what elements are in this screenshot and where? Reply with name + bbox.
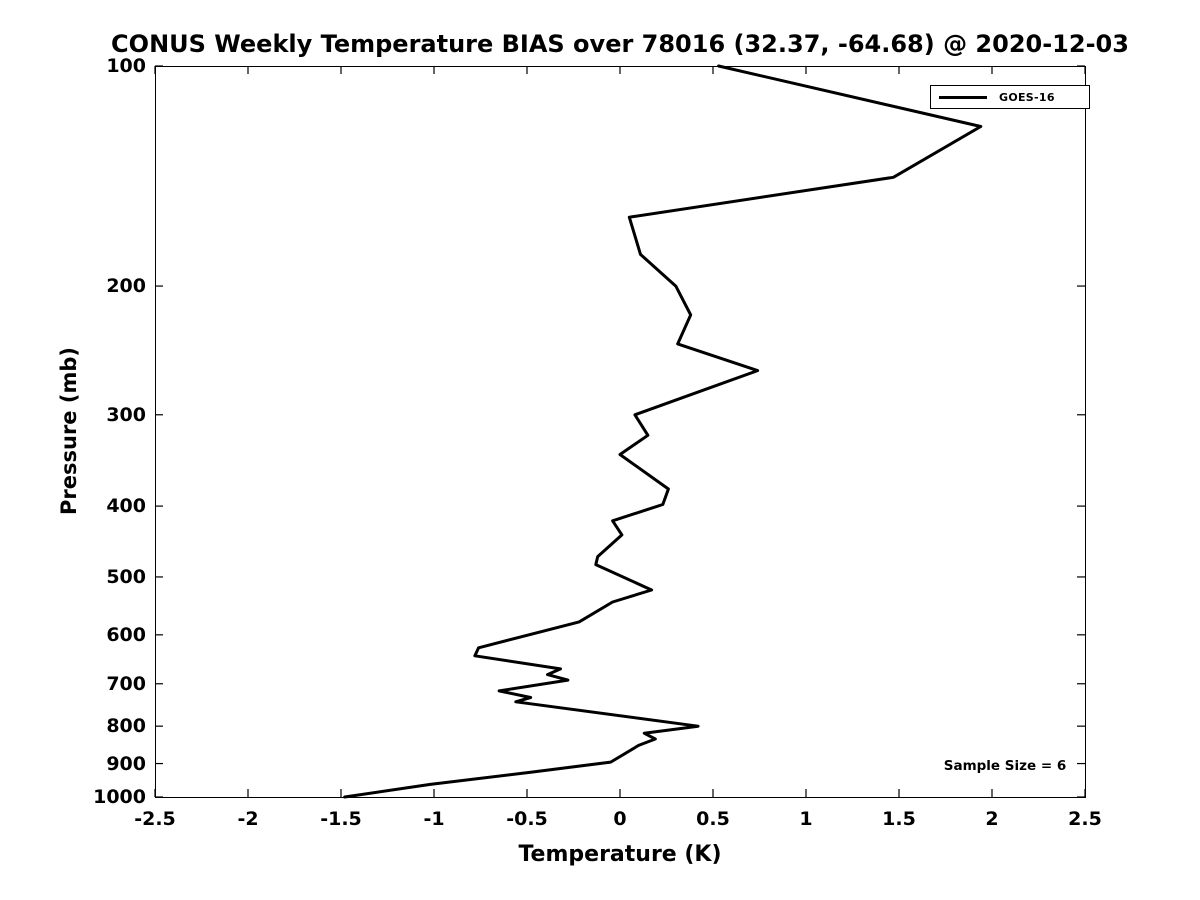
x-tick-label: -2 bbox=[237, 808, 259, 830]
y-tick-label: 700 bbox=[106, 672, 146, 695]
y-tick-label: 300 bbox=[106, 403, 146, 426]
goes-16-line bbox=[343, 64, 983, 799]
legend-line-sample bbox=[939, 95, 987, 99]
x-tick-label: 1 bbox=[799, 808, 813, 830]
y-tick-label: 1000 bbox=[93, 786, 146, 808]
y-tick-label: 500 bbox=[106, 565, 146, 588]
x-tick-label: 1.5 bbox=[882, 808, 916, 830]
y-tick-label: 900 bbox=[106, 752, 146, 775]
chart-title: CONUS Weekly Temperature BIAS over 78016… bbox=[111, 30, 1129, 58]
x-tick-label: 0.5 bbox=[696, 808, 730, 830]
x-tick-label: -2.5 bbox=[134, 808, 176, 830]
y-tick-label: 200 bbox=[106, 275, 146, 298]
legend: GOES-16 bbox=[930, 85, 1090, 109]
x-tick-label: 2.5 bbox=[1068, 808, 1102, 830]
y-tick-label: 100 bbox=[106, 55, 146, 77]
y-tick-label: 400 bbox=[106, 495, 146, 518]
plot-frame bbox=[155, 66, 1086, 798]
x-tick-label: -1.5 bbox=[320, 808, 362, 830]
x-tick-label: -0.5 bbox=[506, 808, 548, 830]
sample-size-annotation: Sample Size = 6 bbox=[943, 758, 1067, 774]
x-tick-label: -1 bbox=[423, 808, 445, 830]
y-tick-label: 600 bbox=[106, 623, 146, 646]
legend-label: GOES-16 bbox=[999, 90, 1055, 104]
tick-marks bbox=[154, 65, 1086, 798]
x-tick-label: 2 bbox=[985, 808, 999, 830]
x-tick-label: 0 bbox=[613, 808, 627, 830]
x-axis-label: Temperature (K) bbox=[518, 842, 722, 867]
y-tick-label: 800 bbox=[106, 715, 146, 738]
